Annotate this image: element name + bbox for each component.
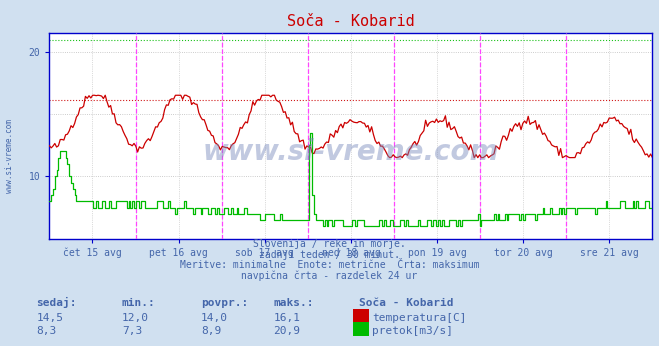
Text: zadnji teden / 30 minut.: zadnji teden / 30 minut. — [259, 250, 400, 260]
Text: Soča - Kobarid: Soča - Kobarid — [359, 298, 453, 308]
Text: min.:: min.: — [122, 298, 156, 308]
Text: maks.:: maks.: — [273, 298, 314, 308]
Text: 20,9: 20,9 — [273, 326, 301, 336]
Text: 7,3: 7,3 — [122, 326, 142, 336]
Text: 16,1: 16,1 — [273, 313, 301, 323]
Text: navpična črta - razdelek 24 ur: navpična črta - razdelek 24 ur — [241, 270, 418, 281]
Text: sedaj:: sedaj: — [36, 297, 76, 308]
Text: 12,0: 12,0 — [122, 313, 149, 323]
Text: Meritve: minimalne  Enote: metrične  Črta: maksimum: Meritve: minimalne Enote: metrične Črta:… — [180, 260, 479, 270]
Text: 8,3: 8,3 — [36, 326, 57, 336]
Text: www.si-vreme.com: www.si-vreme.com — [5, 119, 14, 193]
Text: 14,5: 14,5 — [36, 313, 63, 323]
Text: www.si-vreme.com: www.si-vreme.com — [203, 138, 499, 166]
Text: povpr.:: povpr.: — [201, 298, 248, 308]
Text: pretok[m3/s]: pretok[m3/s] — [372, 326, 453, 336]
Title: Soča - Kobarid: Soča - Kobarid — [287, 14, 415, 29]
Text: Slovenija / reke in morje.: Slovenija / reke in morje. — [253, 239, 406, 249]
Text: 14,0: 14,0 — [201, 313, 228, 323]
Text: temperatura[C]: temperatura[C] — [372, 313, 467, 323]
Text: 8,9: 8,9 — [201, 326, 221, 336]
